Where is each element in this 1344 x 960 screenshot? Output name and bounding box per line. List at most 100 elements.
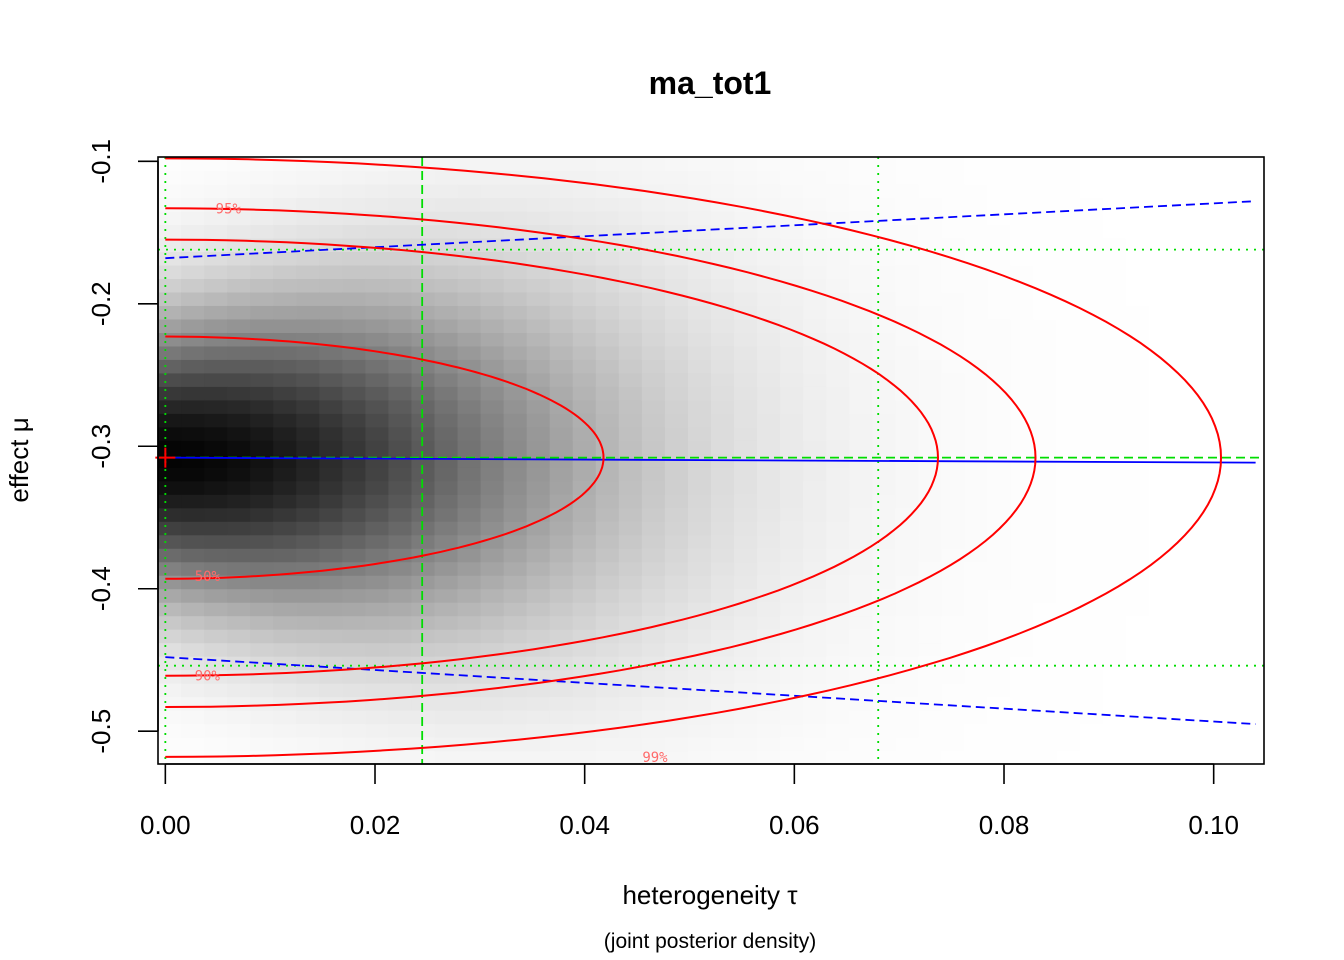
heatmap-cell: [1033, 157, 1058, 172]
heatmap-cell: [987, 399, 1012, 414]
heatmap-cell: [181, 278, 205, 293]
heatmap-cell: [549, 210, 574, 226]
heatmap-cell: [572, 426, 597, 441]
heatmap-cell: [918, 183, 943, 199]
heatmap-cell: [687, 386, 712, 401]
heatmap-cell: [1033, 345, 1058, 360]
heatmap-cell: [1240, 237, 1264, 253]
heatmap-cell: [849, 291, 873, 306]
heatmap-cell: [987, 602, 1012, 617]
heatmap-cell: [1171, 683, 1196, 698]
heatmap-cell: [987, 723, 1012, 738]
heatmap-cell: [572, 494, 597, 509]
heatmap-cell: [158, 345, 182, 360]
heatmap-cell: [918, 170, 943, 185]
heatmap-cell: [918, 318, 943, 333]
heatmap-cell: [734, 507, 758, 522]
heatmap-cell: [273, 318, 297, 333]
heatmap-cell: [319, 413, 343, 428]
heatmap-cell: [641, 548, 666, 563]
heatmap-cell: [780, 413, 804, 428]
heatmap-cell: [1079, 507, 1104, 522]
heatmap-cell: [1079, 210, 1104, 226]
heatmap-cell: [319, 291, 343, 306]
heatmap-cell: [1240, 453, 1264, 468]
heatmap-cell: [181, 359, 205, 374]
heatmap-cell: [1010, 305, 1035, 320]
heatmap-cell: [941, 521, 966, 536]
heatmap-cell: [687, 750, 712, 764]
heatmap-cell: [1217, 210, 1242, 226]
x-axis-label: heterogeneity τ: [622, 880, 798, 910]
heatmap-cell: [273, 534, 297, 549]
heatmap-cell: [227, 642, 251, 657]
heatmap-cell: [872, 157, 896, 172]
heatmap-cell: [849, 683, 873, 698]
heatmap-cell: [757, 426, 781, 441]
heatmap-cell: [595, 453, 620, 468]
heatmap-cell: [549, 602, 574, 617]
heatmap-cell: [480, 507, 505, 522]
heatmap-cell: [273, 170, 297, 185]
heatmap-cell: [872, 534, 896, 549]
heatmap-cell: [388, 561, 413, 576]
heatmap-cell: [1079, 237, 1104, 253]
heatmap-cell: [411, 683, 436, 698]
heatmap-cell: [1217, 696, 1242, 711]
heatmap-cell: [757, 629, 781, 644]
heatmap-cell: [273, 224, 297, 239]
heatmap-cell: [1240, 318, 1264, 333]
heatmap-cell: [757, 278, 781, 293]
heatmap-cell: [711, 521, 735, 536]
heatmap-cell: [826, 615, 850, 630]
heatmap-cell: [365, 170, 390, 185]
heatmap-cell: [480, 588, 505, 603]
heatmap-cell: [1217, 183, 1242, 199]
heatmap-cell: [388, 413, 413, 428]
y-tick-label: -0.2: [86, 281, 116, 326]
heatmap-cell: [780, 656, 804, 671]
heatmap-cell: [757, 345, 781, 360]
heatmap-cell: [1148, 602, 1173, 617]
heatmap-cell: [1240, 440, 1264, 455]
heatmap-cell: [319, 629, 343, 644]
heatmap-cell: [1102, 696, 1127, 711]
heatmap-cell: [434, 588, 459, 603]
heatmap-cell: [572, 656, 597, 671]
heatmap-cell: [319, 494, 343, 509]
heatmap-cell: [227, 399, 251, 414]
heatmap-cell: [757, 656, 781, 671]
heatmap-cell: [411, 507, 436, 522]
heatmap-cell: [618, 534, 643, 549]
heatmap-cell: [687, 237, 712, 253]
heatmap-cell: [1171, 440, 1196, 455]
heatmap-cell: [1148, 386, 1173, 401]
heatmap-cell: [895, 386, 919, 401]
heatmap-cell: [872, 237, 896, 253]
heatmap-cell: [918, 467, 943, 482]
heatmap-cell: [250, 683, 274, 698]
heatmap-cell: [1102, 588, 1127, 603]
heatmap-cell: [641, 602, 666, 617]
heatmap-cell: [1240, 669, 1264, 684]
heatmap-cell: [342, 386, 366, 401]
heatmap-cell: [526, 157, 551, 172]
heatmap-cell: [549, 197, 574, 212]
heatmap-cell: [734, 656, 758, 671]
heatmap-cell: [826, 710, 850, 725]
heatmap-cell: [780, 170, 804, 185]
heatmap-cell: [734, 291, 758, 306]
heatmap-cell: [342, 615, 366, 630]
heatmap-cell: [342, 453, 366, 468]
heatmap-cell: [1079, 224, 1104, 239]
heatmap-cell: [641, 237, 666, 253]
heatmap-cell: [826, 359, 850, 374]
heatmap-cell: [711, 669, 735, 684]
heatmap-cell: [895, 183, 919, 199]
heatmap-cell: [872, 507, 896, 522]
heatmap-cell: [1125, 426, 1150, 441]
heatmap-cell: [872, 737, 896, 752]
heatmap-cell: [664, 305, 689, 320]
heatmap-cell: [757, 737, 781, 752]
heatmap-cell: [895, 291, 919, 306]
